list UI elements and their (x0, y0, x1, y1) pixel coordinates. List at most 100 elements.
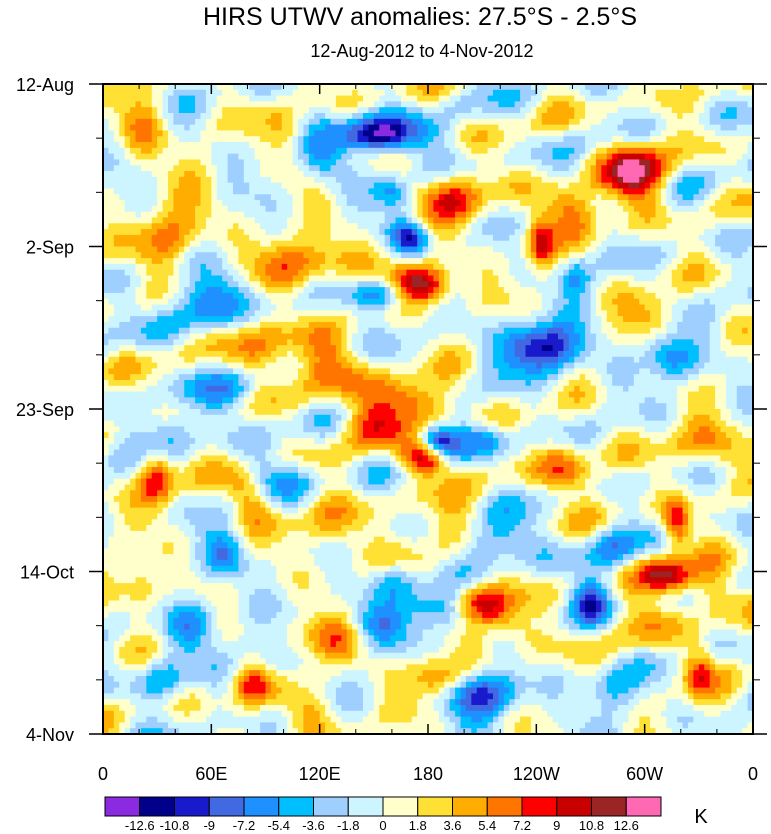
heatmap-cell (444, 310, 451, 317)
heatmap-cell (742, 269, 749, 277)
heatmap-cell (628, 107, 635, 114)
heatmap-cell (195, 171, 202, 178)
heatmap-cell (509, 142, 516, 149)
heatmap-cell (720, 211, 727, 219)
heatmap-cell (682, 124, 689, 132)
heatmap-cell (465, 275, 472, 282)
heatmap-cell (287, 298, 294, 306)
heatmap-cell (287, 165, 294, 172)
heatmap-cell (287, 159, 294, 166)
heatmap-cell (335, 263, 342, 271)
heatmap-cell (574, 229, 581, 236)
heatmap-cell (173, 159, 180, 166)
heatmap-cell (108, 304, 115, 311)
heatmap-cell (720, 258, 727, 265)
heatmap-cell (493, 142, 500, 149)
heatmap-cell (341, 269, 348, 277)
heatmap-cell (595, 275, 602, 282)
heatmap-cell (736, 304, 743, 311)
heatmap-cell (335, 124, 342, 132)
heatmap-cell (254, 153, 261, 161)
heatmap-cell (552, 263, 559, 271)
heatmap-cell (325, 292, 332, 300)
heatmap-cell (514, 287, 521, 294)
heatmap-cell (373, 211, 380, 219)
heatmap-cell (298, 269, 305, 277)
heatmap-cell (693, 124, 700, 132)
heatmap-cell (660, 240, 667, 248)
heatmap-cell (211, 95, 218, 103)
heatmap-cell (482, 95, 489, 103)
heatmap-cell (606, 246, 613, 253)
heatmap-cell (568, 217, 575, 224)
heatmap-cell (325, 182, 332, 190)
heatmap-cell (390, 281, 397, 288)
heatmap-cell (400, 298, 407, 306)
heatmap-cell (352, 234, 359, 242)
heatmap-cell (725, 223, 732, 230)
heatmap-cell (384, 159, 391, 166)
heatmap-cell (438, 84, 445, 91)
heatmap-cell (444, 263, 451, 271)
heatmap-cell (698, 211, 705, 219)
heatmap-cell (146, 246, 153, 253)
heatmap-cell (314, 159, 321, 166)
heatmap-cell (460, 165, 467, 172)
heatmap-cell (157, 182, 164, 190)
heatmap-cell (260, 171, 267, 178)
heatmap-cell (595, 176, 602, 184)
heatmap-cell (254, 194, 261, 201)
heatmap-cell (509, 269, 516, 277)
heatmap-cell (688, 281, 695, 288)
heatmap-cell (677, 217, 684, 224)
heatmap-cell (704, 263, 711, 271)
heatmap-cell (292, 182, 299, 190)
heatmap-cell (449, 200, 456, 207)
heatmap-cell (422, 223, 429, 230)
heatmap-cell (709, 269, 716, 277)
heatmap-cell (465, 292, 472, 300)
heatmap-cell (400, 223, 407, 230)
heatmap-cell (693, 89, 700, 97)
heatmap-cell (498, 95, 505, 103)
heatmap-cell (379, 217, 386, 224)
heatmap-cell (341, 182, 348, 190)
heatmap-cell (352, 275, 359, 282)
heatmap-cell (189, 205, 196, 213)
heatmap-cell (731, 263, 738, 271)
heatmap-cell (346, 298, 353, 306)
heatmap-cell (552, 95, 559, 103)
heatmap-cell (168, 263, 175, 271)
heatmap-cell (482, 298, 489, 306)
heatmap-cell (422, 304, 429, 311)
heatmap-cell (498, 188, 505, 195)
heatmap-cell (249, 281, 256, 288)
heatmap-cell (168, 194, 175, 201)
heatmap-cell (585, 142, 592, 149)
heatmap-cell (455, 310, 462, 317)
heatmap-cell (151, 252, 158, 259)
heatmap-cell (373, 316, 380, 323)
heatmap-cell (530, 159, 537, 166)
heatmap-cell (184, 269, 191, 277)
heatmap-cell (178, 200, 185, 207)
heatmap-cell (471, 188, 478, 195)
heatmap-cell (379, 188, 386, 195)
heatmap-cell (314, 89, 321, 97)
heatmap-cell (238, 84, 245, 91)
heatmap-cell (195, 118, 202, 126)
heatmap-cell (541, 188, 548, 195)
heatmap-cell (124, 159, 131, 166)
heatmap-cell (563, 223, 570, 230)
heatmap-cell (530, 281, 537, 288)
heatmap-cell (487, 176, 494, 184)
heatmap-cell (579, 153, 586, 161)
heatmap-cell (471, 234, 478, 242)
heatmap-cell (119, 176, 126, 184)
heatmap-cell (455, 263, 462, 271)
heatmap-cell (265, 310, 272, 317)
heatmap-cell (704, 142, 711, 149)
heatmap-cell (503, 275, 510, 282)
heatmap-cell (303, 298, 310, 306)
heatmap-cell (400, 246, 407, 253)
